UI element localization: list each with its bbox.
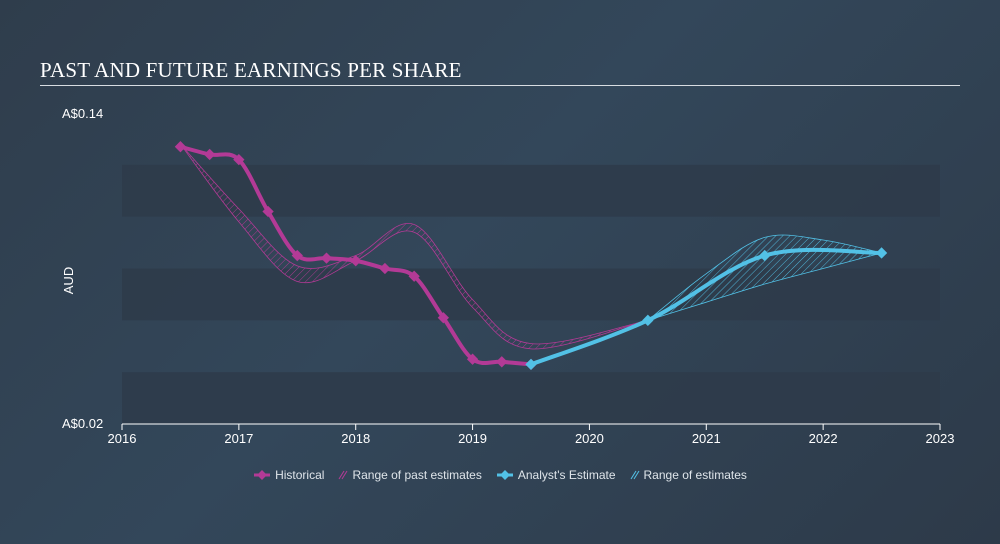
historical-point (320, 252, 333, 264)
analyst-estimate-point (759, 249, 771, 262)
series-layer (174, 141, 888, 371)
y-tick-label-top: A$0.14 (62, 106, 103, 121)
historical-point (262, 205, 274, 218)
past-estimate-range-lower-edge (180, 143, 648, 350)
y-axis-label: AUD (61, 267, 76, 294)
grid-bands (122, 164, 940, 424)
historical-point (233, 153, 245, 166)
legend: Historical Range of past estimates Analy… (0, 468, 1000, 482)
analyst-estimate-line (529, 247, 884, 367)
historical-point (350, 255, 362, 267)
title-divider (40, 85, 960, 86)
estimate-marker-icon (496, 470, 513, 480)
estimate-range-hatch-icon (630, 470, 639, 480)
estimate-range-lower-edge (647, 252, 882, 321)
legend-past-range-label: Range of past estimates (352, 468, 482, 482)
x-tick-label: 2022 (809, 431, 838, 446)
historical-point (496, 356, 508, 368)
x-tick-label: 2021 (692, 431, 721, 446)
legend-analyst-estimate-label: Analyst's Estimate (517, 468, 616, 482)
historical-marker-icon (254, 470, 271, 480)
legend-historical[interactable]: Historical (253, 468, 324, 482)
legend-estimate-range[interactable]: Range of estimates (630, 468, 747, 482)
analyst-estimate-point (642, 314, 654, 326)
x-tick-label: 2017 (224, 431, 253, 446)
chart-title: PAST AND FUTURE EARNINGS PER SHARE (40, 58, 462, 82)
x-tick-label: 2023 (926, 431, 955, 446)
past-range-hatch-icon (339, 470, 348, 480)
grid-band (122, 164, 940, 217)
historical-point (203, 148, 216, 161)
analyst-estimate-point (525, 358, 537, 371)
historical-point (437, 312, 450, 324)
x-tick-label: 2020 (575, 431, 604, 446)
past-estimate-range-upper-edge (180, 143, 648, 345)
grid-band (122, 268, 940, 321)
x-tick-label: 2019 (458, 431, 487, 446)
legend-past-range[interactable]: Range of past estimates (338, 468, 482, 482)
legend-historical-label: Historical (275, 468, 325, 482)
historical-point (174, 141, 187, 153)
historical-point (291, 249, 303, 262)
y-tick-label-bottom: A$0.02 (62, 416, 103, 431)
grid-band (122, 372, 940, 424)
estimate-range-upper-edge (647, 234, 882, 321)
historical-point (408, 270, 420, 282)
axes: 2016 2017 2018 2019 2020 2021 2022 2023 A$0.14 A$… (61, 106, 954, 446)
analyst-estimate-point (875, 247, 888, 259)
historical-point (466, 353, 479, 365)
legend-estimate-range-label: Range of estimates (643, 468, 747, 482)
historical-point (379, 262, 391, 275)
estimate-range-fill (647, 234, 882, 321)
x-tick-label: 2016 (108, 431, 137, 446)
legend-analyst-estimate[interactable]: Analyst's Estimate (496, 468, 616, 482)
x-tick-label: 2018 (341, 431, 370, 446)
